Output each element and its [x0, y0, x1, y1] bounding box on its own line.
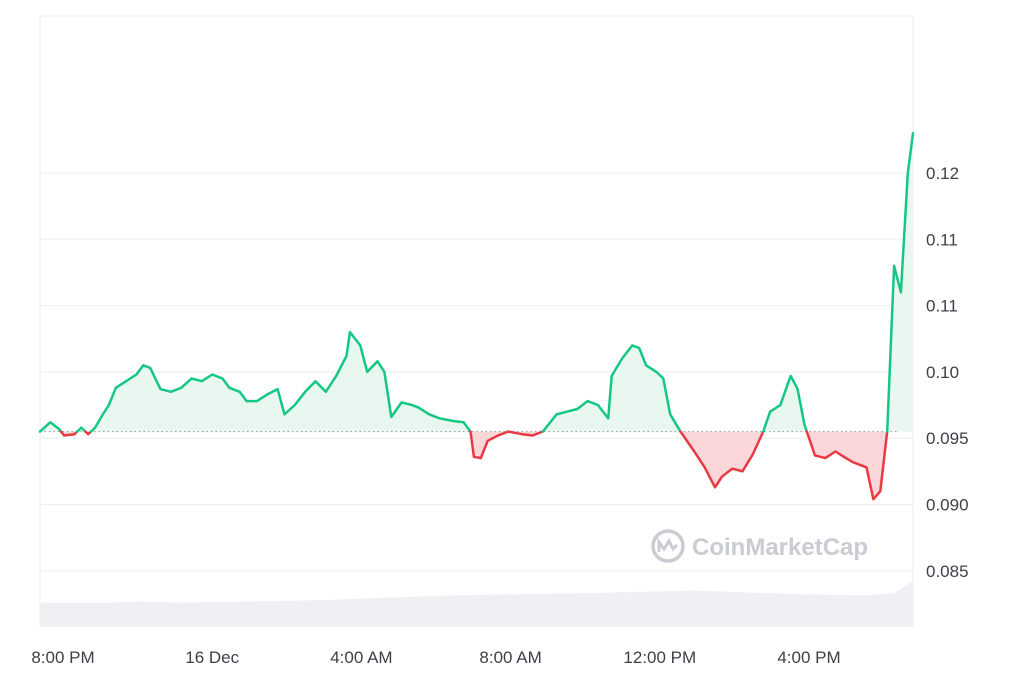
x-tick-label: 12:00 PM	[623, 648, 696, 667]
up-area-12	[887, 133, 913, 432]
price-line-up-10	[761, 374, 809, 433]
price-line-down-5	[469, 430, 510, 460]
down-area-5	[470, 431, 509, 459]
volume-layer	[40, 580, 913, 627]
volume-area	[40, 580, 913, 627]
y-tick-label: 0.090	[926, 496, 969, 515]
up-area-0	[40, 422, 61, 432]
watermark-text: CoinMarketCap	[692, 534, 868, 561]
price-line-up-12	[885, 131, 915, 433]
up-area-10	[763, 375, 807, 432]
area-layer	[40, 133, 913, 500]
up-area-4	[91, 332, 471, 432]
x-tick-label: 4:00 AM	[330, 648, 392, 667]
y-tick-label: 0.11	[926, 297, 958, 316]
price-line-down-1	[59, 430, 79, 437]
x-tick-label: 8:00 AM	[479, 648, 541, 667]
y-tick-label: 0.11	[926, 230, 958, 249]
price-line-down-7	[507, 430, 545, 437]
x-axis-labels: 8:00 PM 16 Dec 4:00 AM 8:00 AM 12:00 PM 4:00 …	[31, 648, 840, 667]
y-tick-label: 0.10	[926, 363, 959, 382]
y-tick-label: 0.12	[926, 164, 959, 183]
coinmarketcap-logo-icon	[651, 529, 685, 563]
x-tick-label: 16 Dec	[185, 648, 239, 667]
coinmarketcap-watermark: CoinMarketCap	[651, 529, 868, 563]
down-area-9	[680, 431, 764, 488]
y-axis-labels: 0.085 0.090 0.095 0.10 0.11 0.11 0.12	[926, 164, 969, 581]
price-line-up-8	[541, 344, 682, 433]
price-line-down-9	[679, 430, 765, 489]
y-tick-label: 0.095	[926, 429, 969, 448]
price-line-down-3	[84, 430, 93, 436]
line-layer	[38, 131, 915, 501]
x-tick-label: 4:00 PM	[777, 648, 840, 667]
x-tick-label: 8:00 PM	[31, 648, 94, 667]
price-line-down-11	[805, 430, 889, 501]
price-line-up-2	[75, 426, 87, 433]
y-tick-label: 0.085	[926, 562, 969, 581]
down-area-11	[806, 431, 888, 500]
price-line-up-0	[38, 421, 63, 433]
price-line-up-4	[89, 330, 472, 433]
